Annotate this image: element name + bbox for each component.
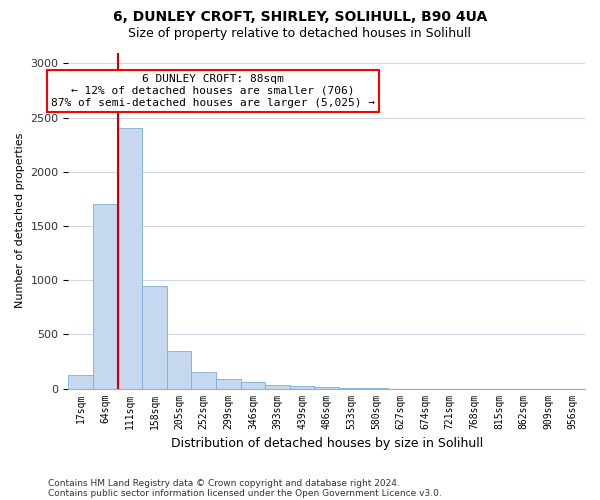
Text: Size of property relative to detached houses in Solihull: Size of property relative to detached ho…: [128, 28, 472, 40]
Bar: [290, 386, 314, 388]
Bar: [68, 375, 93, 388]
Bar: [241, 382, 265, 388]
X-axis label: Distribution of detached houses by size in Solihull: Distribution of detached houses by size …: [170, 437, 483, 450]
Bar: [93, 204, 118, 388]
Bar: [216, 379, 241, 388]
Bar: [265, 385, 290, 388]
Text: Contains HM Land Registry data © Crown copyright and database right 2024.: Contains HM Land Registry data © Crown c…: [48, 478, 400, 488]
Bar: [167, 350, 191, 389]
Text: 6 DUNLEY CROFT: 88sqm
← 12% of detached houses are smaller (706)
87% of semi-det: 6 DUNLEY CROFT: 88sqm ← 12% of detached …: [51, 74, 375, 108]
Bar: [118, 128, 142, 388]
Y-axis label: Number of detached properties: Number of detached properties: [15, 133, 25, 308]
Bar: [191, 372, 216, 388]
Text: Contains public sector information licensed under the Open Government Licence v3: Contains public sector information licen…: [48, 488, 442, 498]
Text: 6, DUNLEY CROFT, SHIRLEY, SOLIHULL, B90 4UA: 6, DUNLEY CROFT, SHIRLEY, SOLIHULL, B90 …: [113, 10, 487, 24]
Bar: [142, 286, 167, 389]
